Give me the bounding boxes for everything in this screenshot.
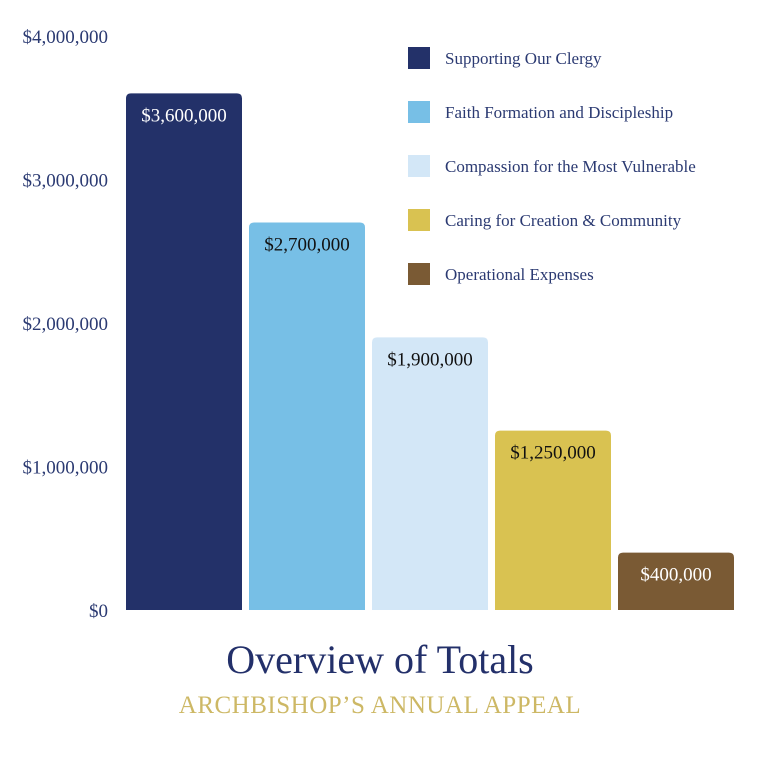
bar <box>495 430 611 610</box>
legend-swatch <box>408 263 430 285</box>
chart-title: Overview of Totals <box>226 637 534 682</box>
bar-value-label: $1,900,000 <box>387 349 473 370</box>
legend-label: Supporting Our Clergy <box>445 49 602 68</box>
bar <box>618 552 734 610</box>
bar <box>126 93 242 610</box>
legend-swatch <box>408 155 430 177</box>
legend-swatch <box>408 47 430 69</box>
bar-chart: $0 $1,000,000 $2,000,000 $3,000,000 $4,000,0… <box>23 27 734 622</box>
bars-group: $3,600,000 $2,700,000 $1,900,000 $1,250,000… <box>126 93 734 611</box>
bar-value-label: $400,000 <box>640 565 711 586</box>
y-axis: $0 $1,000,000 $2,000,000 $3,000,000 $4,000,0… <box>23 27 109 622</box>
y-tick-label: $0 <box>89 601 108 622</box>
legend: Supporting Our Clergy Faith Formation and… <box>408 47 696 285</box>
legend-label: Compassion for the Most Vulnerable <box>445 157 696 176</box>
bar <box>372 337 488 610</box>
chart-subtitle: ARCHBISHOP’S ANNUAL APPEAL <box>178 692 582 719</box>
bar <box>249 222 365 611</box>
legend-label: Faith Formation and Discipleship <box>445 103 673 122</box>
legend-swatch <box>408 101 430 123</box>
legend-swatch <box>408 209 430 231</box>
y-tick-label: $1,000,000 <box>23 458 109 479</box>
bar-value-label: $1,250,000 <box>510 443 596 464</box>
y-tick-label: $3,000,000 <box>23 171 109 192</box>
bar-value-label: $2,700,000 <box>264 235 350 256</box>
y-tick-label: $2,000,000 <box>23 314 109 335</box>
bar-value-label: $3,600,000 <box>141 105 227 126</box>
legend-label: Operational Expenses <box>445 265 594 284</box>
legend-label: Caring for Creation & Community <box>445 211 682 230</box>
y-tick-label: $4,000,000 <box>23 27 109 48</box>
